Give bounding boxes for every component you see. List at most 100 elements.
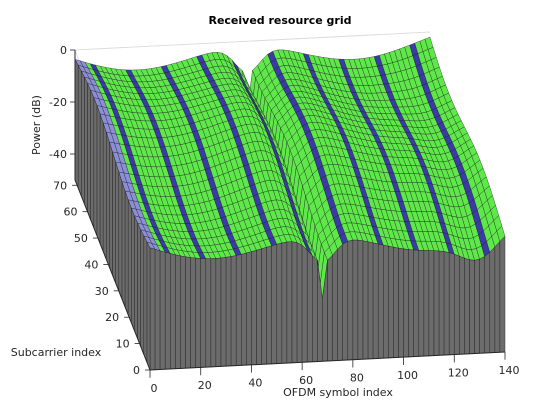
side-skirt-cell [118,171,123,299]
front-skirt-cell [367,241,374,360]
side-skirt-cell [93,97,98,236]
x-tick-label: 140 [499,364,520,377]
x-tick-label: 20 [198,379,212,392]
front-skirt-cell [438,250,445,356]
front-skirt-cell [241,252,247,366]
front-skirt-cell [327,254,333,362]
front-skirt-cell [418,250,425,357]
side-skirt-cell [96,105,101,244]
front-skirt-cell [352,239,359,360]
side-skirt-cell [143,235,148,363]
side-skirt-cell [124,190,129,315]
front-skirt-cell [398,247,404,358]
side-skirt-cell [140,229,145,355]
front-skirt-cell [362,240,369,360]
y-axis-label: Subcarrier index [11,346,102,359]
front-skirt-cell [393,246,399,358]
front-skirt-cell [180,255,186,369]
front-skirt-cell [205,258,212,368]
front-skirt-cell [413,249,419,357]
side-skirt-cell [77,65,82,196]
side-skirt-cell [146,241,151,371]
front-skirt-cell [296,242,303,363]
x-tick-label: 40 [248,377,262,390]
front-skirt-cell [423,250,430,357]
front-skirt-cell [443,251,450,356]
x-tick-label: 60 [299,374,313,387]
front-skirt-cell [195,257,201,368]
side-skirt-cell [81,70,85,204]
front-skirt-cell [332,248,338,361]
front-skirt-cell [225,256,232,367]
front-skirt-cell [251,250,257,366]
x-tick-label: 120 [448,366,469,379]
x-tick-label: 100 [397,369,418,382]
x-tick-label: 80 [350,372,364,385]
side-skirt-cell [87,83,91,220]
y-tick-label: 50 [74,232,88,245]
x-axis-label: OFDM symbol index [283,386,393,399]
front-skirt-cell [459,255,465,355]
y-tick-label: 70 [53,179,67,192]
front-skirt-cell [175,254,181,369]
front-skirt-cell [276,242,283,364]
x-axis-line [149,351,506,371]
side-skirt-cell [112,151,116,283]
front-skirt-cell [403,248,409,358]
front-skirt-cell [286,241,293,364]
front-skirt-cell [256,248,262,365]
y-tick-label: 40 [84,258,98,271]
side-skirt-cell [106,132,110,268]
z-axis-label: Power (dB) [30,95,43,155]
front-skirt-cell [200,258,207,368]
front-skirt-cell [347,239,354,361]
chart-title: Received resource grid [208,14,351,27]
y-tick-label: 10 [116,338,130,351]
power-surface [74,36,506,371]
front-skirt-cell [494,240,501,353]
back-edge [74,31,431,51]
front-skirt-cell [154,249,161,370]
front-skirt-cell [464,257,470,355]
side-skirt-cell [127,199,132,323]
front-skirt-cell [149,247,156,371]
side-skirt-cell [121,181,126,307]
front-skirt-cell [170,253,176,370]
x-tick-label: 0 [151,382,158,395]
front-skirt-cell [281,241,288,364]
front-skirt-cell [159,250,166,370]
front-skirt-cell [230,255,237,367]
front-skirt-cell [266,245,272,365]
front-skirt-cell [388,245,394,359]
front-skirt-cell [449,252,455,356]
front-skirt-cell [190,257,196,369]
side-skirt-cell [137,222,141,347]
front-skirt-cell [428,250,435,357]
front-skirt-cell [215,257,222,367]
front-skirt-cell [210,258,217,368]
front-skirt-cell [261,247,267,365]
front-skirt-cell [312,255,318,363]
front-skirt-cell [484,251,490,354]
front-skirt-cell [342,240,348,361]
side-skirt-cell [102,122,107,260]
front-skirt-cell [301,244,308,363]
front-skirt-cell [474,258,480,354]
front-skirt-cell [271,244,277,365]
front-skirt-cell [378,243,384,359]
front-skirt-cell [185,256,191,369]
front-skirt-cell [454,253,460,355]
front-skirt-cell [383,244,389,359]
front-skirt-cell [479,256,485,354]
side-skirt-cell [131,208,135,331]
front-skirt-cell [489,246,496,354]
y-tick-label: 60 [64,206,78,219]
side-skirt-cell [109,142,113,276]
front-skirt-cell [433,250,440,356]
side-skirt-cell [90,90,95,228]
front-skirt-cell [469,259,475,355]
front-skirt-cell [499,235,506,353]
front-skirt-cell [337,243,343,361]
